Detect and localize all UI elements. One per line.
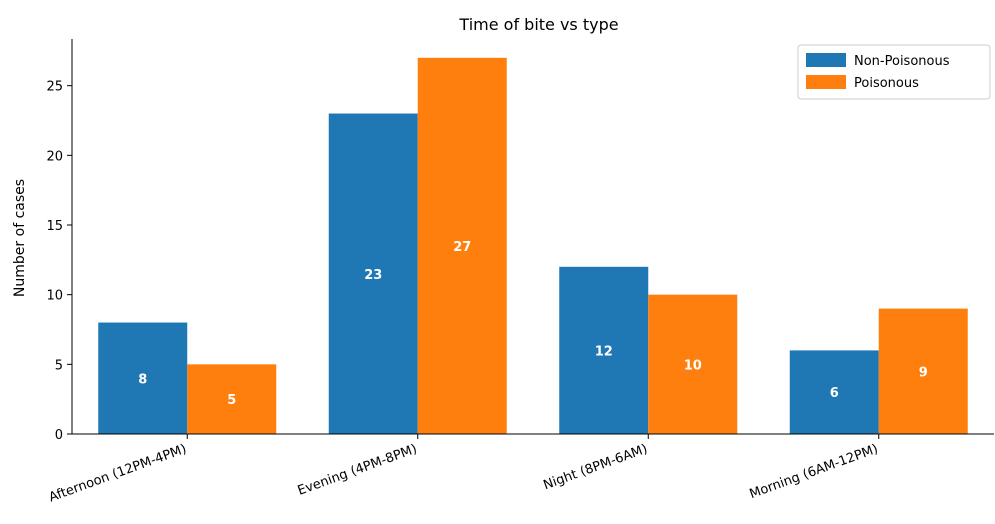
y-tick-label: 5	[55, 358, 63, 373]
y-tick-label: 0	[55, 428, 63, 443]
bar-value-label: 23	[364, 268, 382, 283]
x-tick-label: Evening (4PM-8PM)	[296, 442, 419, 499]
bar-labels-group: 8 23 12 6 5 27 10 9	[138, 240, 928, 408]
legend: Non-Poisonous Poisonous	[797, 44, 991, 100]
bar-non-poisonous-1	[328, 113, 418, 434]
bar-value-label: 6	[830, 386, 839, 401]
bars-group	[98, 57, 968, 435]
bar-value-label: 9	[919, 365, 928, 380]
x-tick-label: Morning (6AM-12PM)	[748, 442, 881, 502]
bar-non-poisonous-2	[559, 266, 649, 434]
chart-title: Time of bite vs type	[458, 15, 618, 34]
bar-value-label: 10	[684, 358, 702, 373]
bar-value-label: 27	[453, 240, 471, 255]
bar-non-poisonous-0	[98, 322, 188, 434]
y-axis-label: Number of cases	[12, 179, 28, 297]
legend-entry-label: Non-Poisonous	[854, 54, 950, 69]
x-tick-label: Afternoon (12PM-4PM)	[47, 442, 189, 506]
legend-swatch-1	[806, 75, 846, 89]
axes-group	[71, 39, 994, 435]
x-ticks-group: Afternoon (12PM-4PM) Evening (4PM-8PM) Nig…	[47, 434, 880, 505]
y-tick-label: 25	[46, 80, 63, 95]
bar-value-label: 5	[227, 393, 236, 408]
bar-poisonous-1	[417, 57, 507, 435]
y-ticks-group: 0 5 10 15 20 25	[46, 80, 72, 443]
y-tick-label: 20	[46, 149, 63, 164]
legend-swatch-0	[806, 53, 846, 67]
bar-value-label: 8	[138, 372, 147, 387]
legend-entry-label: Poisonous	[854, 76, 919, 91]
bar-poisonous-0	[187, 364, 277, 434]
bar-poisonous-2	[648, 294, 738, 434]
x-tick-label: Night (8PM-6AM)	[541, 442, 649, 494]
y-tick-label: 10	[46, 289, 63, 304]
bar-poisonous-3	[878, 308, 968, 434]
bar-non-poisonous-3	[789, 350, 879, 434]
y-tick-label: 15	[46, 219, 63, 234]
bar-value-label: 12	[595, 344, 613, 359]
